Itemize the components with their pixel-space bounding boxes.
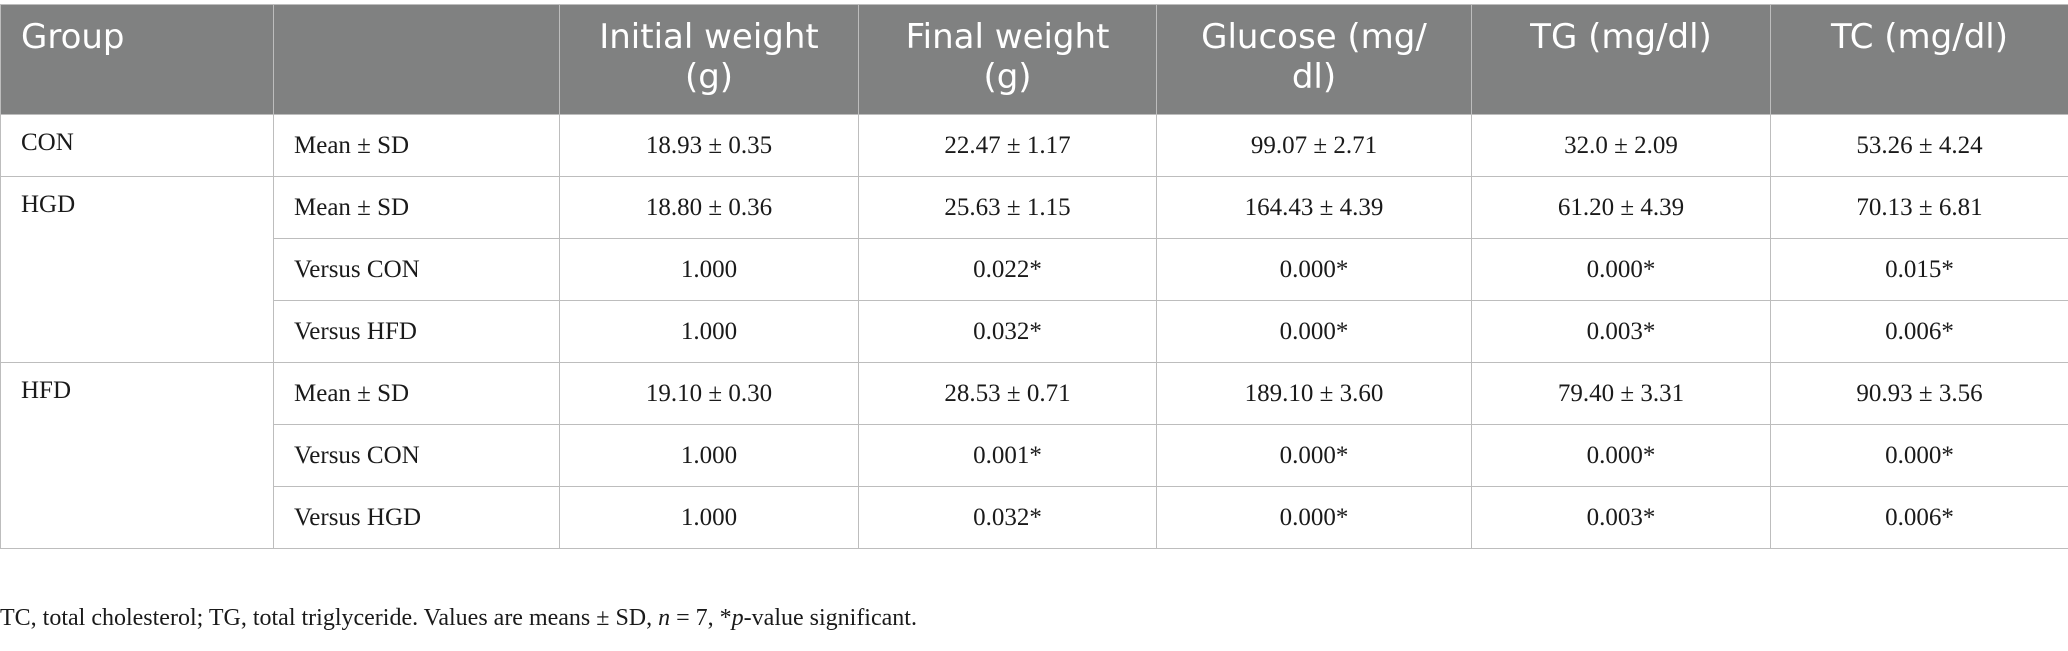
header-initial-weight: Initial weight (g) bbox=[559, 4, 859, 115]
cell-initial: 19.10 ± 0.30 bbox=[559, 362, 859, 425]
header-glucose-line2: dl) bbox=[1291, 57, 1337, 97]
cell-final: 28.53 ± 0.71 bbox=[858, 362, 1157, 425]
footnote-part2: = 7, * bbox=[670, 605, 732, 631]
cell-final: 0.001* bbox=[858, 424, 1157, 487]
stat-label: Versus CON bbox=[273, 424, 560, 487]
cell-tg: 0.003* bbox=[1471, 300, 1771, 363]
header-initial-weight-line1: Initial weight bbox=[599, 17, 819, 57]
cell-tg: 79.40 ± 3.31 bbox=[1471, 362, 1771, 425]
table-row: Versus CON 1.000 0.022* 0.000* 0.000* 0.… bbox=[1, 238, 2068, 301]
header-final-weight-line1: Final weight bbox=[905, 17, 1110, 57]
header-final-weight-line2: (g) bbox=[983, 57, 1032, 97]
cell-tg: 61.20 ± 4.39 bbox=[1471, 176, 1771, 239]
group-name-hgd: HGD bbox=[0, 176, 274, 363]
group-name-hfd: HFD bbox=[0, 362, 274, 549]
cell-tc: 53.26 ± 4.24 bbox=[1770, 114, 2068, 177]
header-final-weight: Final weight (g) bbox=[858, 4, 1157, 115]
cell-glucose: 99.07 ± 2.71 bbox=[1156, 114, 1472, 177]
cell-tc: 0.006* bbox=[1770, 486, 2068, 549]
table-row: CON Mean ± SD 18.93 ± 0.35 22.47 ± 1.17 … bbox=[0, 114, 2068, 177]
footnote-p-symbol: p bbox=[731, 605, 744, 631]
cell-tg: 0.003* bbox=[1471, 486, 1771, 549]
cell-glucose: 164.43 ± 4.39 bbox=[1156, 176, 1472, 239]
cell-final: 0.032* bbox=[858, 486, 1157, 549]
cell-tc: 0.000* bbox=[1770, 424, 2068, 487]
stat-label: Mean ± SD bbox=[273, 114, 560, 177]
group-name-con: CON bbox=[0, 114, 274, 177]
results-table: Group Initial weight (g) Final weight (g… bbox=[0, 4, 2068, 549]
cell-tc: 0.015* bbox=[1770, 238, 2068, 301]
cell-glucose: 0.000* bbox=[1156, 238, 1472, 301]
table-row: HFD Mean ± SD 19.10 ± 0.30 28.53 ± 0.71 … bbox=[0, 362, 2068, 549]
stat-label: Versus HFD bbox=[273, 300, 560, 363]
cell-tg: 32.0 ± 2.09 bbox=[1471, 114, 1771, 177]
cell-glucose: 0.000* bbox=[1156, 486, 1472, 549]
cell-initial: 18.80 ± 0.36 bbox=[559, 176, 859, 239]
stat-label: Mean ± SD bbox=[273, 362, 560, 425]
table-row: Versus HGD 1.000 0.032* 0.000* 0.003* 0.… bbox=[1, 486, 2068, 549]
header-glucose-line1: Glucose (mg/ bbox=[1201, 17, 1427, 57]
cell-tc: 70.13 ± 6.81 bbox=[1770, 176, 2068, 239]
cell-final: 22.47 ± 1.17 bbox=[858, 114, 1157, 177]
table-row: Versus HFD 1.000 0.032* 0.000* 0.003* 0.… bbox=[1, 300, 2068, 363]
cell-final: 0.022* bbox=[858, 238, 1157, 301]
header-glucose: Glucose (mg/ dl) bbox=[1156, 4, 1472, 115]
table-row: Versus CON 1.000 0.001* 0.000* 0.000* 0.… bbox=[1, 424, 2068, 487]
header-tg: TG (mg/dl) bbox=[1471, 4, 1771, 115]
header-tc: TC (mg/dl) bbox=[1770, 4, 2068, 115]
cell-tg: 0.000* bbox=[1471, 238, 1771, 301]
cell-final: 25.63 ± 1.15 bbox=[858, 176, 1157, 239]
table-footnote: TC, total cholesterol; TG, total triglyc… bbox=[0, 605, 917, 632]
cell-initial: 1.000 bbox=[559, 424, 859, 487]
header-row: Group Initial weight (g) Final weight (g… bbox=[0, 4, 2068, 115]
stat-label: Versus CON bbox=[273, 238, 560, 301]
cell-final: 0.032* bbox=[858, 300, 1157, 363]
cell-tc: 90.93 ± 3.56 bbox=[1770, 362, 2068, 425]
header-group: Group bbox=[0, 4, 274, 115]
stat-label: Mean ± SD bbox=[273, 176, 560, 239]
cell-glucose: 0.000* bbox=[1156, 424, 1472, 487]
stat-label: Versus HGD bbox=[273, 486, 560, 549]
footnote-n-symbol: n bbox=[658, 605, 671, 631]
footnote-part3: -value significant. bbox=[743, 605, 917, 631]
cell-tg: 0.000* bbox=[1471, 424, 1771, 487]
header-blank bbox=[273, 4, 560, 115]
cell-glucose: 0.000* bbox=[1156, 300, 1472, 363]
cell-initial: 1.000 bbox=[559, 300, 859, 363]
cell-glucose: 189.10 ± 3.60 bbox=[1156, 362, 1472, 425]
cell-initial: 18.93 ± 0.35 bbox=[559, 114, 859, 177]
cell-initial: 1.000 bbox=[559, 238, 859, 301]
cell-tc: 0.006* bbox=[1770, 300, 2068, 363]
header-initial-weight-line2: (g) bbox=[684, 57, 734, 97]
footnote-part1: TC, total cholesterol; TG, total triglyc… bbox=[0, 605, 659, 631]
cell-initial: 1.000 bbox=[559, 486, 859, 549]
table-row: HGD Mean ± SD 18.80 ± 0.36 25.63 ± 1.15 … bbox=[0, 176, 2068, 363]
